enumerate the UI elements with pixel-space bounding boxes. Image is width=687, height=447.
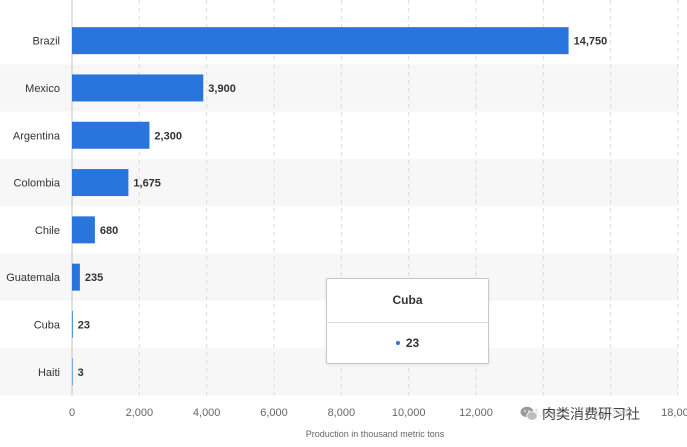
- value-label: 1,675: [133, 178, 161, 190]
- x-tick-label: 8,000: [328, 407, 356, 419]
- bar: [72, 216, 95, 244]
- bar: [72, 358, 73, 386]
- category-label: Brazil: [32, 36, 60, 48]
- category-label: Haiti: [38, 367, 60, 379]
- tooltip-title: Cuba: [327, 279, 488, 323]
- category-label: Guatemala: [6, 272, 61, 284]
- x-tick-label: 0: [69, 407, 75, 419]
- x-tick-label: 10,000: [392, 407, 426, 419]
- gridlines: [71, 0, 679, 396]
- category-label: Chile: [35, 225, 60, 237]
- bar: [72, 310, 73, 338]
- bar: [72, 121, 150, 149]
- x-tick-label: 2,000: [126, 407, 154, 419]
- value-label: 3: [78, 367, 84, 379]
- category-label: Mexico: [25, 83, 60, 95]
- value-label: 235: [85, 272, 103, 284]
- tooltip: Cuba 23: [326, 278, 489, 364]
- bars: [72, 27, 569, 386]
- bar: [72, 27, 569, 55]
- tooltip-value-row: 23: [327, 323, 488, 363]
- value-labels: 14,750 3,900 2,300 1,675 680 235 23 3: [78, 36, 608, 379]
- bar: [72, 169, 129, 197]
- category-label: Colombia: [14, 178, 61, 190]
- tooltip-value: 23: [405, 336, 420, 350]
- watermark: 肉类消费研习社: [520, 403, 640, 425]
- value-label: 680: [100, 225, 118, 237]
- x-tick-label: 4,000: [193, 407, 221, 419]
- value-label: 23: [78, 319, 90, 331]
- bar: [72, 263, 80, 291]
- x-tick-label: 12,000: [459, 407, 493, 419]
- wechat-icon: [520, 406, 538, 422]
- x-tick-label: 18,000: [661, 407, 687, 419]
- x-tick-label: 6,000: [260, 407, 288, 419]
- watermark-text: 肉类消费研习社: [542, 407, 640, 423]
- category-label: Cuba: [34, 319, 61, 331]
- value-label: 14,750: [574, 36, 608, 48]
- value-label: 3,900: [208, 83, 236, 95]
- x-axis-title: Production in thousand metric tons: [306, 429, 445, 439]
- series-dot-icon: [395, 340, 400, 345]
- category-labels: Brazil Mexico Argentina Colombia Chile Guatem…: [6, 36, 61, 379]
- category-label: Argentina: [13, 130, 61, 142]
- value-label: 2,300: [154, 130, 182, 142]
- bar: [72, 74, 204, 102]
